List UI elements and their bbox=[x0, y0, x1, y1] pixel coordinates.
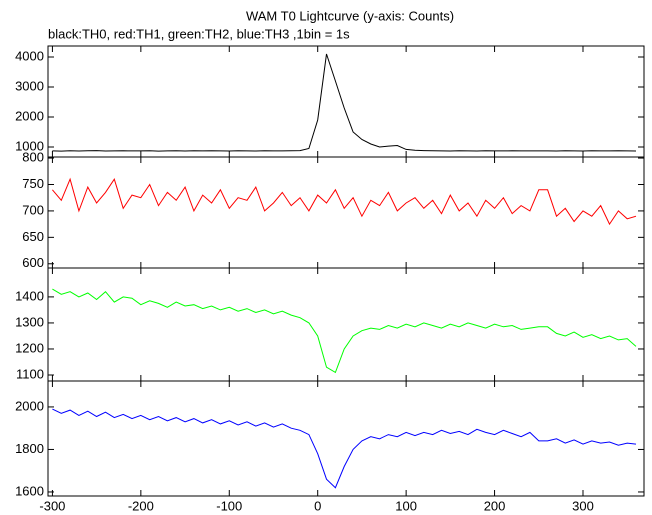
y-tick-label: 2000 bbox=[15, 108, 44, 123]
light-curve bbox=[52, 53, 637, 152]
y-tick-label: 4000 bbox=[15, 48, 44, 63]
x-tick-label: 200 bbox=[484, 498, 506, 513]
panel-frame bbox=[47, 380, 645, 497]
y-tick-label: 750 bbox=[22, 176, 44, 191]
x-tick-label: -300 bbox=[39, 498, 65, 513]
x-tick-label: -200 bbox=[128, 498, 154, 513]
light-curve bbox=[52, 288, 637, 374]
y-tick-label: 2000 bbox=[15, 398, 44, 413]
y-tick-label: 1200 bbox=[15, 340, 44, 355]
x-tick-label: 300 bbox=[572, 498, 594, 513]
x-tick-label: -100 bbox=[216, 498, 242, 513]
y-tick-label: 700 bbox=[22, 202, 44, 217]
x-tick-label: 100 bbox=[395, 498, 417, 513]
y-tick-label: 1400 bbox=[15, 288, 44, 303]
y-tick-label: 1300 bbox=[15, 314, 44, 329]
y-tick-label: 600 bbox=[22, 255, 44, 270]
y-tick-label: 1600 bbox=[15, 483, 44, 498]
y-tick-label: 3000 bbox=[15, 78, 44, 93]
light-curve bbox=[52, 177, 637, 226]
y-tick-label: 1100 bbox=[16, 366, 44, 381]
x-tick-label: 0 bbox=[314, 498, 321, 513]
light-curve bbox=[52, 408, 637, 489]
y-tick-label: 650 bbox=[22, 229, 44, 244]
y-tick-label: 1800 bbox=[15, 441, 44, 456]
y-tick-label: 800 bbox=[22, 149, 44, 164]
y-tick-label: 1000 bbox=[15, 138, 44, 153]
chart-title: WAM T0 Lightcurve (y-axis: Counts) bbox=[246, 8, 454, 23]
chart-subtitle: black:TH0, red:TH1, green:TH2, blue:TH3 … bbox=[48, 26, 350, 41]
